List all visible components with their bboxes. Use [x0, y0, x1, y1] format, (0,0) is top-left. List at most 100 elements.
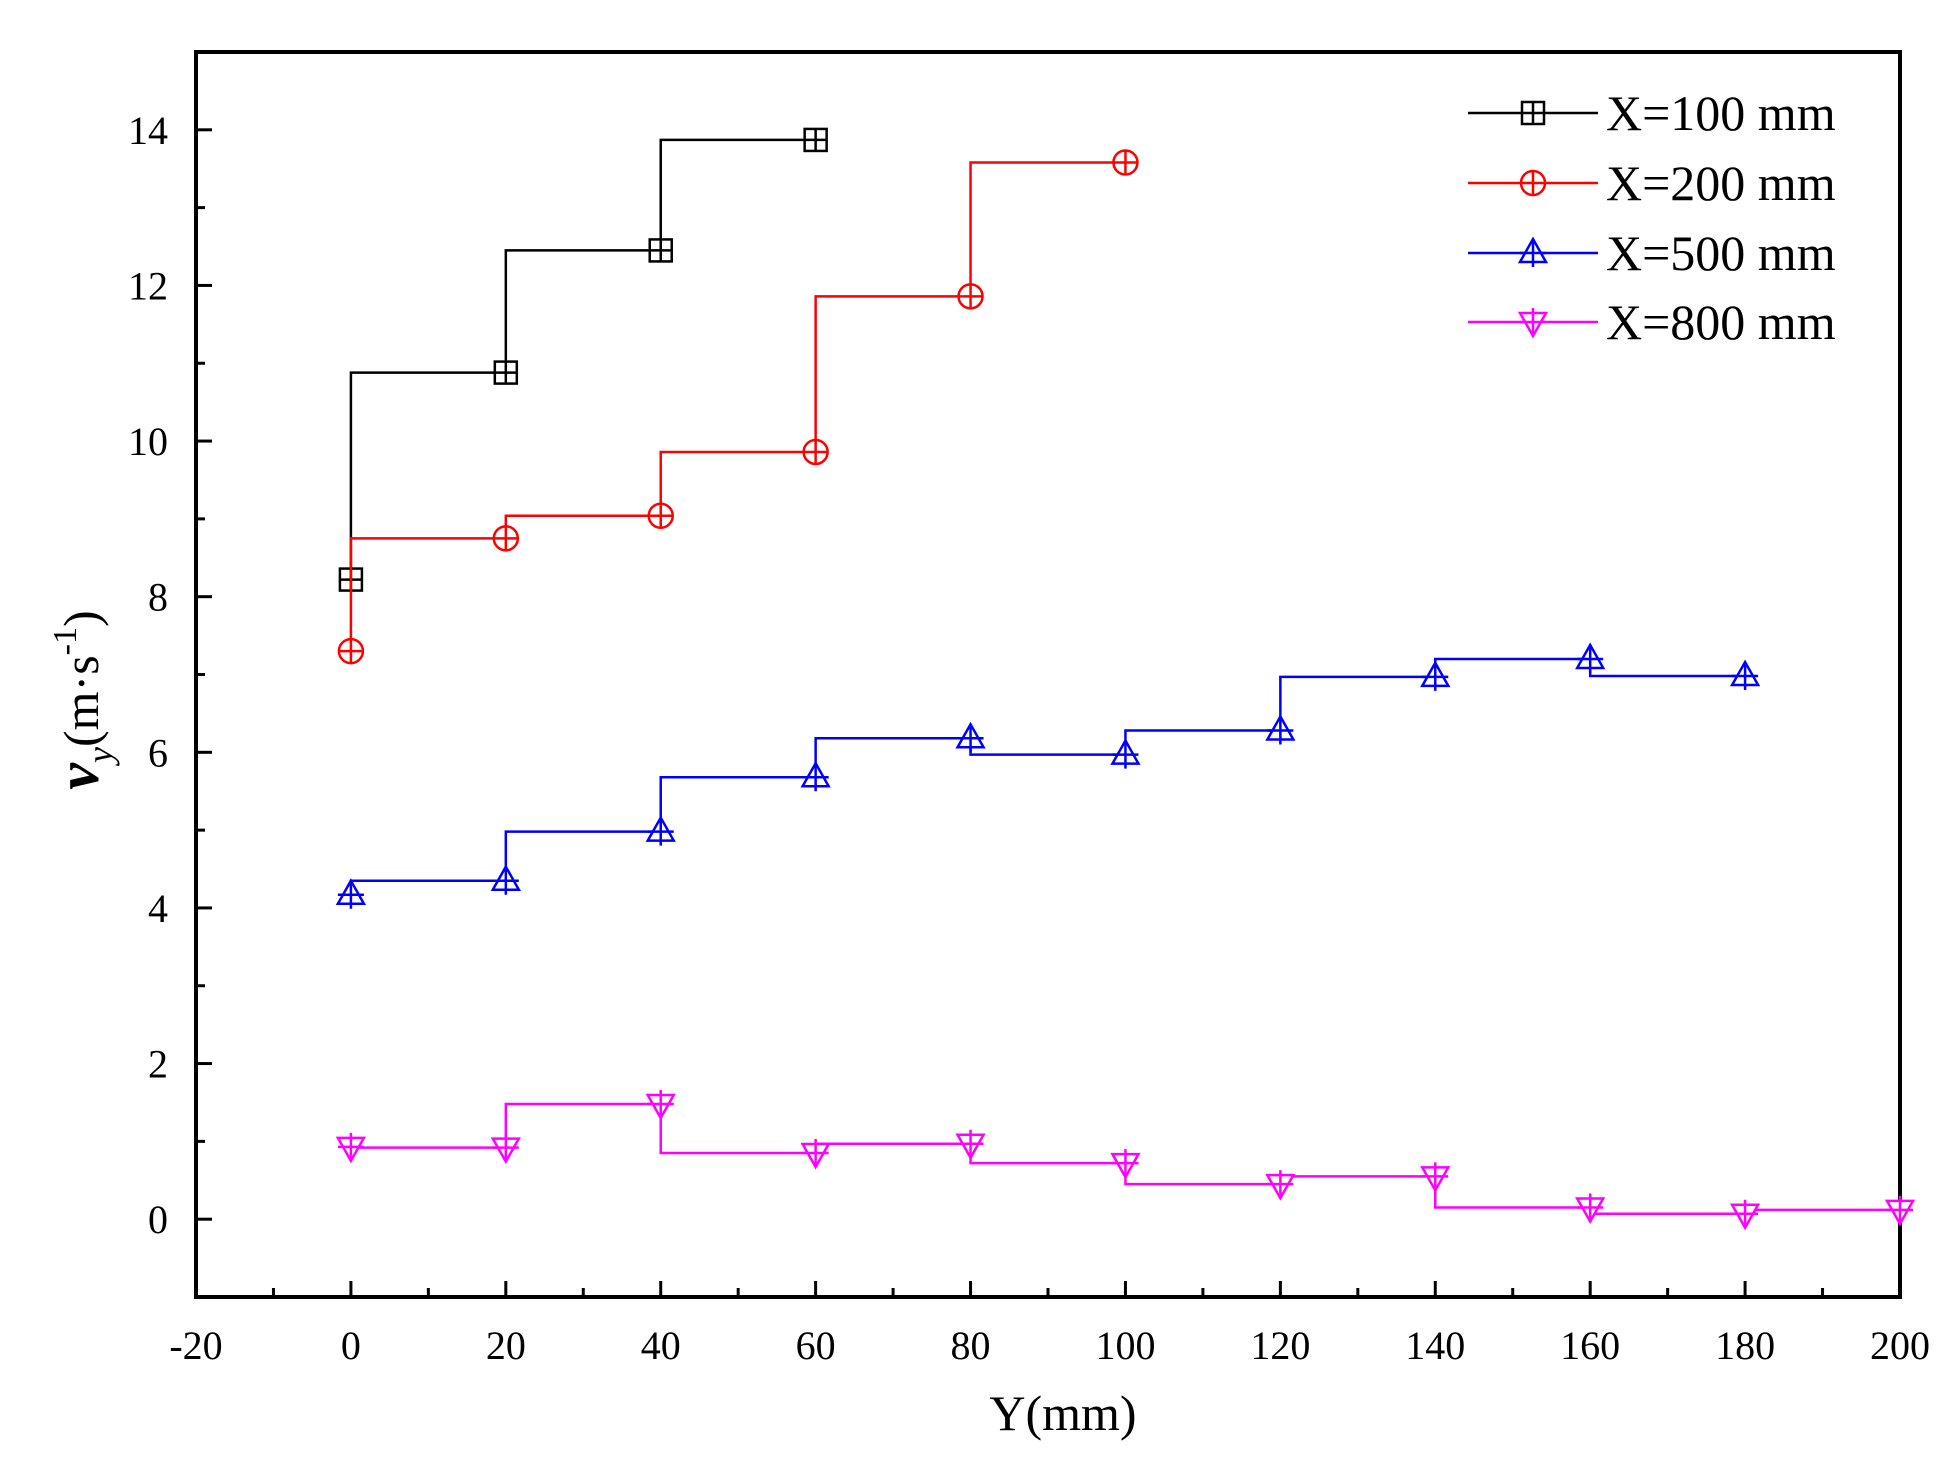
y-tick-label: 14 — [128, 108, 168, 153]
marker-cross — [494, 361, 517, 384]
y-axis-title-var: v — [45, 762, 111, 790]
marker-cross — [648, 503, 673, 528]
x-tick-label: 180 — [1715, 1323, 1775, 1368]
y-axis-title-sup: -1 — [47, 627, 84, 655]
data-point — [955, 721, 986, 753]
marker-cross — [1521, 171, 1545, 195]
data-point — [492, 525, 520, 552]
marker-cross — [493, 526, 518, 551]
data-point — [955, 1129, 986, 1161]
data-point — [1420, 660, 1451, 691]
marker-cross — [1577, 644, 1604, 673]
marker-cross — [492, 866, 519, 895]
marker-cross — [649, 239, 672, 262]
x-tick-label: 20 — [486, 1323, 526, 1368]
legend: X=100 mm X=200 mm X=500 mm X=800 mm — [1468, 85, 1836, 350]
data-point — [802, 438, 829, 466]
data-point — [647, 502, 674, 530]
x-tick-label: 0 — [341, 1323, 361, 1368]
x-tick-label: 40 — [641, 1323, 681, 1368]
data-point — [490, 1133, 521, 1165]
legend-label: X=500 mm — [1606, 225, 1836, 281]
data-point — [800, 760, 831, 792]
x-tick-label: 80 — [951, 1323, 991, 1368]
marker-cross — [958, 284, 983, 309]
data-point — [645, 815, 676, 846]
marker-cross — [1422, 662, 1449, 691]
marker-cross — [1267, 716, 1294, 745]
data-point — [335, 1132, 367, 1164]
marker-cross — [1267, 1170, 1294, 1199]
series-line — [349, 138, 816, 580]
y-tick-label: 10 — [128, 419, 168, 464]
y-axis-title-unit: (m·s — [53, 655, 109, 747]
x-tick-label: 200 — [1870, 1323, 1930, 1368]
marker-cross — [1887, 1195, 1913, 1224]
data-point — [1110, 738, 1141, 769]
data-point — [1575, 642, 1606, 673]
series-layer — [335, 127, 1916, 1231]
marker-cross — [337, 880, 364, 909]
data-point — [1110, 1149, 1141, 1180]
ticks-layer: -20 0 20 40 60 80 100 120 140 160 180 200 0 2 4 6 8 10 12 1… — [128, 50, 1930, 1368]
marker-cross — [1522, 102, 1544, 124]
series-line — [349, 161, 1126, 652]
y-axis-title-sub: y — [80, 747, 120, 766]
marker-cross — [957, 1129, 984, 1158]
marker-cross — [647, 1090, 674, 1119]
data-point — [648, 238, 673, 263]
y-tick-label: 0 — [148, 1197, 168, 1242]
series-1 — [338, 127, 828, 592]
data-point — [337, 637, 365, 665]
y-tick-label: 4 — [148, 886, 168, 931]
marker-cross — [337, 1132, 364, 1161]
legend-label: X=100 mm — [1606, 85, 1836, 141]
y-axis-title-close: ) — [53, 610, 109, 627]
marker-cross — [804, 128, 827, 151]
y-tick-label: 8 — [148, 575, 168, 620]
x-tick-label: 160 — [1560, 1323, 1620, 1368]
data-point — [800, 1139, 831, 1170]
data-point — [1112, 149, 1139, 176]
data-point — [490, 864, 521, 895]
legend-item: X=800 mm — [1468, 294, 1836, 350]
marker-cross — [1577, 1193, 1604, 1222]
data-point — [1420, 1162, 1451, 1193]
y-tick-label: 2 — [148, 1042, 168, 1087]
legend-item: X=200 mm — [1468, 155, 1836, 211]
data-point — [1265, 713, 1296, 745]
marker-cross — [338, 639, 363, 664]
data-point — [1729, 1199, 1761, 1231]
marker-cross — [1112, 740, 1139, 769]
x-tick-label: 140 — [1405, 1323, 1465, 1368]
legend-item: X=500 mm — [1468, 225, 1836, 281]
marker-cross — [1520, 308, 1546, 336]
marker-cross — [957, 724, 984, 753]
series-4 — [335, 1090, 1916, 1231]
data-point — [493, 360, 519, 385]
marker-cross — [1112, 1149, 1139, 1178]
legend-marker — [1519, 169, 1547, 197]
marker-cross — [1520, 239, 1546, 267]
x-tick-label: -20 — [169, 1323, 222, 1368]
legend-marker — [1517, 236, 1549, 267]
y-axis-title: vy(m·s-1) — [45, 610, 120, 789]
legend-label: X=200 mm — [1606, 155, 1836, 211]
x-axis-title: Y(mm) — [989, 1385, 1136, 1441]
marker-cross — [802, 1139, 829, 1168]
series-2 — [337, 149, 1139, 665]
data-point — [1729, 659, 1761, 691]
data-point — [1884, 1195, 1916, 1227]
marker-cross — [1113, 150, 1138, 175]
series-3 — [335, 642, 1761, 909]
legend-marker — [1517, 308, 1549, 339]
legend-item: X=100 mm — [1468, 85, 1836, 141]
legend-marker — [1520, 100, 1546, 126]
data-point — [335, 878, 367, 909]
marker-cross — [802, 763, 829, 792]
data-point — [1265, 1170, 1296, 1201]
data-point — [957, 283, 984, 310]
x-tick-label: 60 — [796, 1323, 836, 1368]
legend-label: X=800 mm — [1606, 294, 1836, 350]
